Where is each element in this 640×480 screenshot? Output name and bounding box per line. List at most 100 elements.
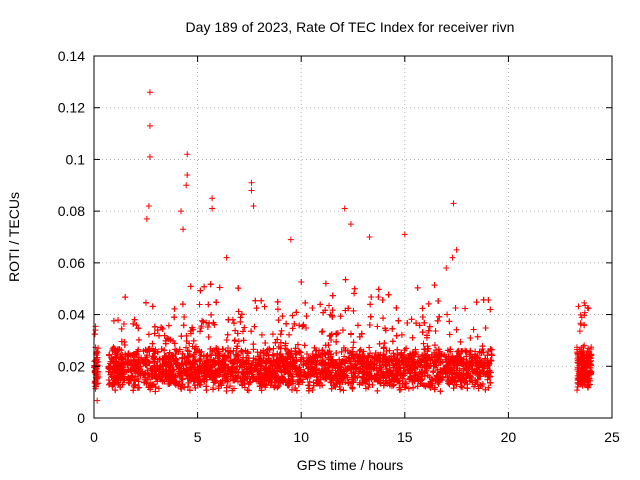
data-point	[183, 344, 190, 351]
data-point	[216, 284, 223, 291]
data-point	[170, 338, 177, 345]
data-point	[206, 352, 213, 359]
data-point	[402, 384, 409, 391]
data-point	[338, 348, 345, 355]
data-point	[161, 332, 168, 339]
chart-title: Day 189 of 2023, Rate Of TEC Index for r…	[186, 19, 515, 35]
data-point	[232, 327, 239, 334]
data-point	[278, 327, 285, 334]
data-point	[409, 334, 416, 341]
data-point	[251, 323, 258, 330]
data-point	[132, 381, 139, 388]
data-point	[186, 340, 193, 347]
data-point	[299, 323, 306, 330]
data-point	[419, 376, 426, 383]
data-point	[375, 294, 382, 301]
data-point	[432, 328, 439, 335]
data-point	[367, 301, 374, 308]
data-point	[92, 323, 99, 330]
data-point	[374, 323, 381, 330]
data-point	[94, 354, 101, 361]
data-point	[380, 315, 387, 322]
data-point	[261, 303, 268, 310]
data-point	[205, 301, 212, 308]
data-point	[145, 358, 152, 365]
data-point	[462, 347, 469, 354]
data-point	[394, 346, 401, 353]
data-point	[110, 317, 117, 324]
data-point	[235, 338, 242, 345]
data-point	[149, 303, 156, 310]
data-point	[190, 337, 197, 344]
data-point	[348, 370, 355, 377]
data-point	[173, 356, 180, 363]
data-point	[180, 322, 187, 329]
data-point	[183, 332, 190, 339]
data-point	[408, 316, 415, 323]
data-point	[185, 379, 192, 386]
data-point	[230, 347, 237, 354]
data-point	[444, 311, 451, 318]
data-point	[248, 328, 255, 335]
data-point	[254, 349, 261, 356]
data-points	[91, 89, 595, 404]
data-point	[250, 341, 257, 348]
data-point	[250, 346, 257, 353]
data-point	[133, 322, 140, 329]
data-point	[350, 339, 357, 346]
data-point	[376, 340, 383, 347]
data-point	[303, 313, 310, 320]
data-point	[221, 352, 228, 359]
data-point	[292, 351, 299, 358]
data-point	[221, 361, 228, 368]
data-point	[256, 353, 263, 360]
data-point	[208, 311, 215, 318]
data-point	[337, 386, 344, 393]
data-point	[241, 324, 248, 331]
data-point	[420, 340, 427, 347]
data-point	[206, 320, 213, 327]
data-point	[201, 283, 208, 290]
data-point	[234, 351, 241, 358]
data-point	[145, 331, 152, 338]
data-point	[232, 337, 239, 344]
data-point	[279, 313, 286, 320]
data-point	[306, 378, 313, 385]
data-point	[446, 331, 453, 338]
data-point	[366, 344, 373, 351]
data-point	[258, 387, 265, 394]
data-point	[356, 348, 363, 355]
data-point	[430, 369, 437, 376]
data-point	[118, 325, 125, 332]
data-point	[435, 346, 442, 353]
data-point	[339, 327, 346, 334]
data-point	[200, 318, 207, 325]
data-point	[401, 347, 408, 354]
data-point	[438, 369, 445, 376]
data-point	[419, 305, 426, 312]
data-point	[326, 302, 333, 309]
data-point	[467, 373, 474, 380]
data-point	[186, 348, 193, 355]
data-point	[474, 333, 481, 340]
data-point	[333, 377, 340, 384]
data-point	[294, 341, 301, 348]
data-point	[95, 380, 102, 387]
data-point	[337, 313, 344, 320]
data-point	[375, 286, 382, 293]
data-point	[328, 337, 335, 344]
data-point	[383, 347, 390, 354]
data-point	[238, 378, 245, 385]
data-point	[467, 335, 474, 342]
data-point	[289, 325, 296, 332]
data-point	[302, 299, 309, 306]
data-point	[439, 374, 446, 381]
data-point	[397, 386, 404, 393]
data-point	[92, 357, 99, 364]
data-point	[270, 352, 277, 359]
data-point	[205, 334, 212, 340]
data-point	[298, 278, 305, 285]
data-point	[210, 386, 217, 393]
data-point	[136, 384, 143, 391]
data-point	[482, 386, 489, 393]
